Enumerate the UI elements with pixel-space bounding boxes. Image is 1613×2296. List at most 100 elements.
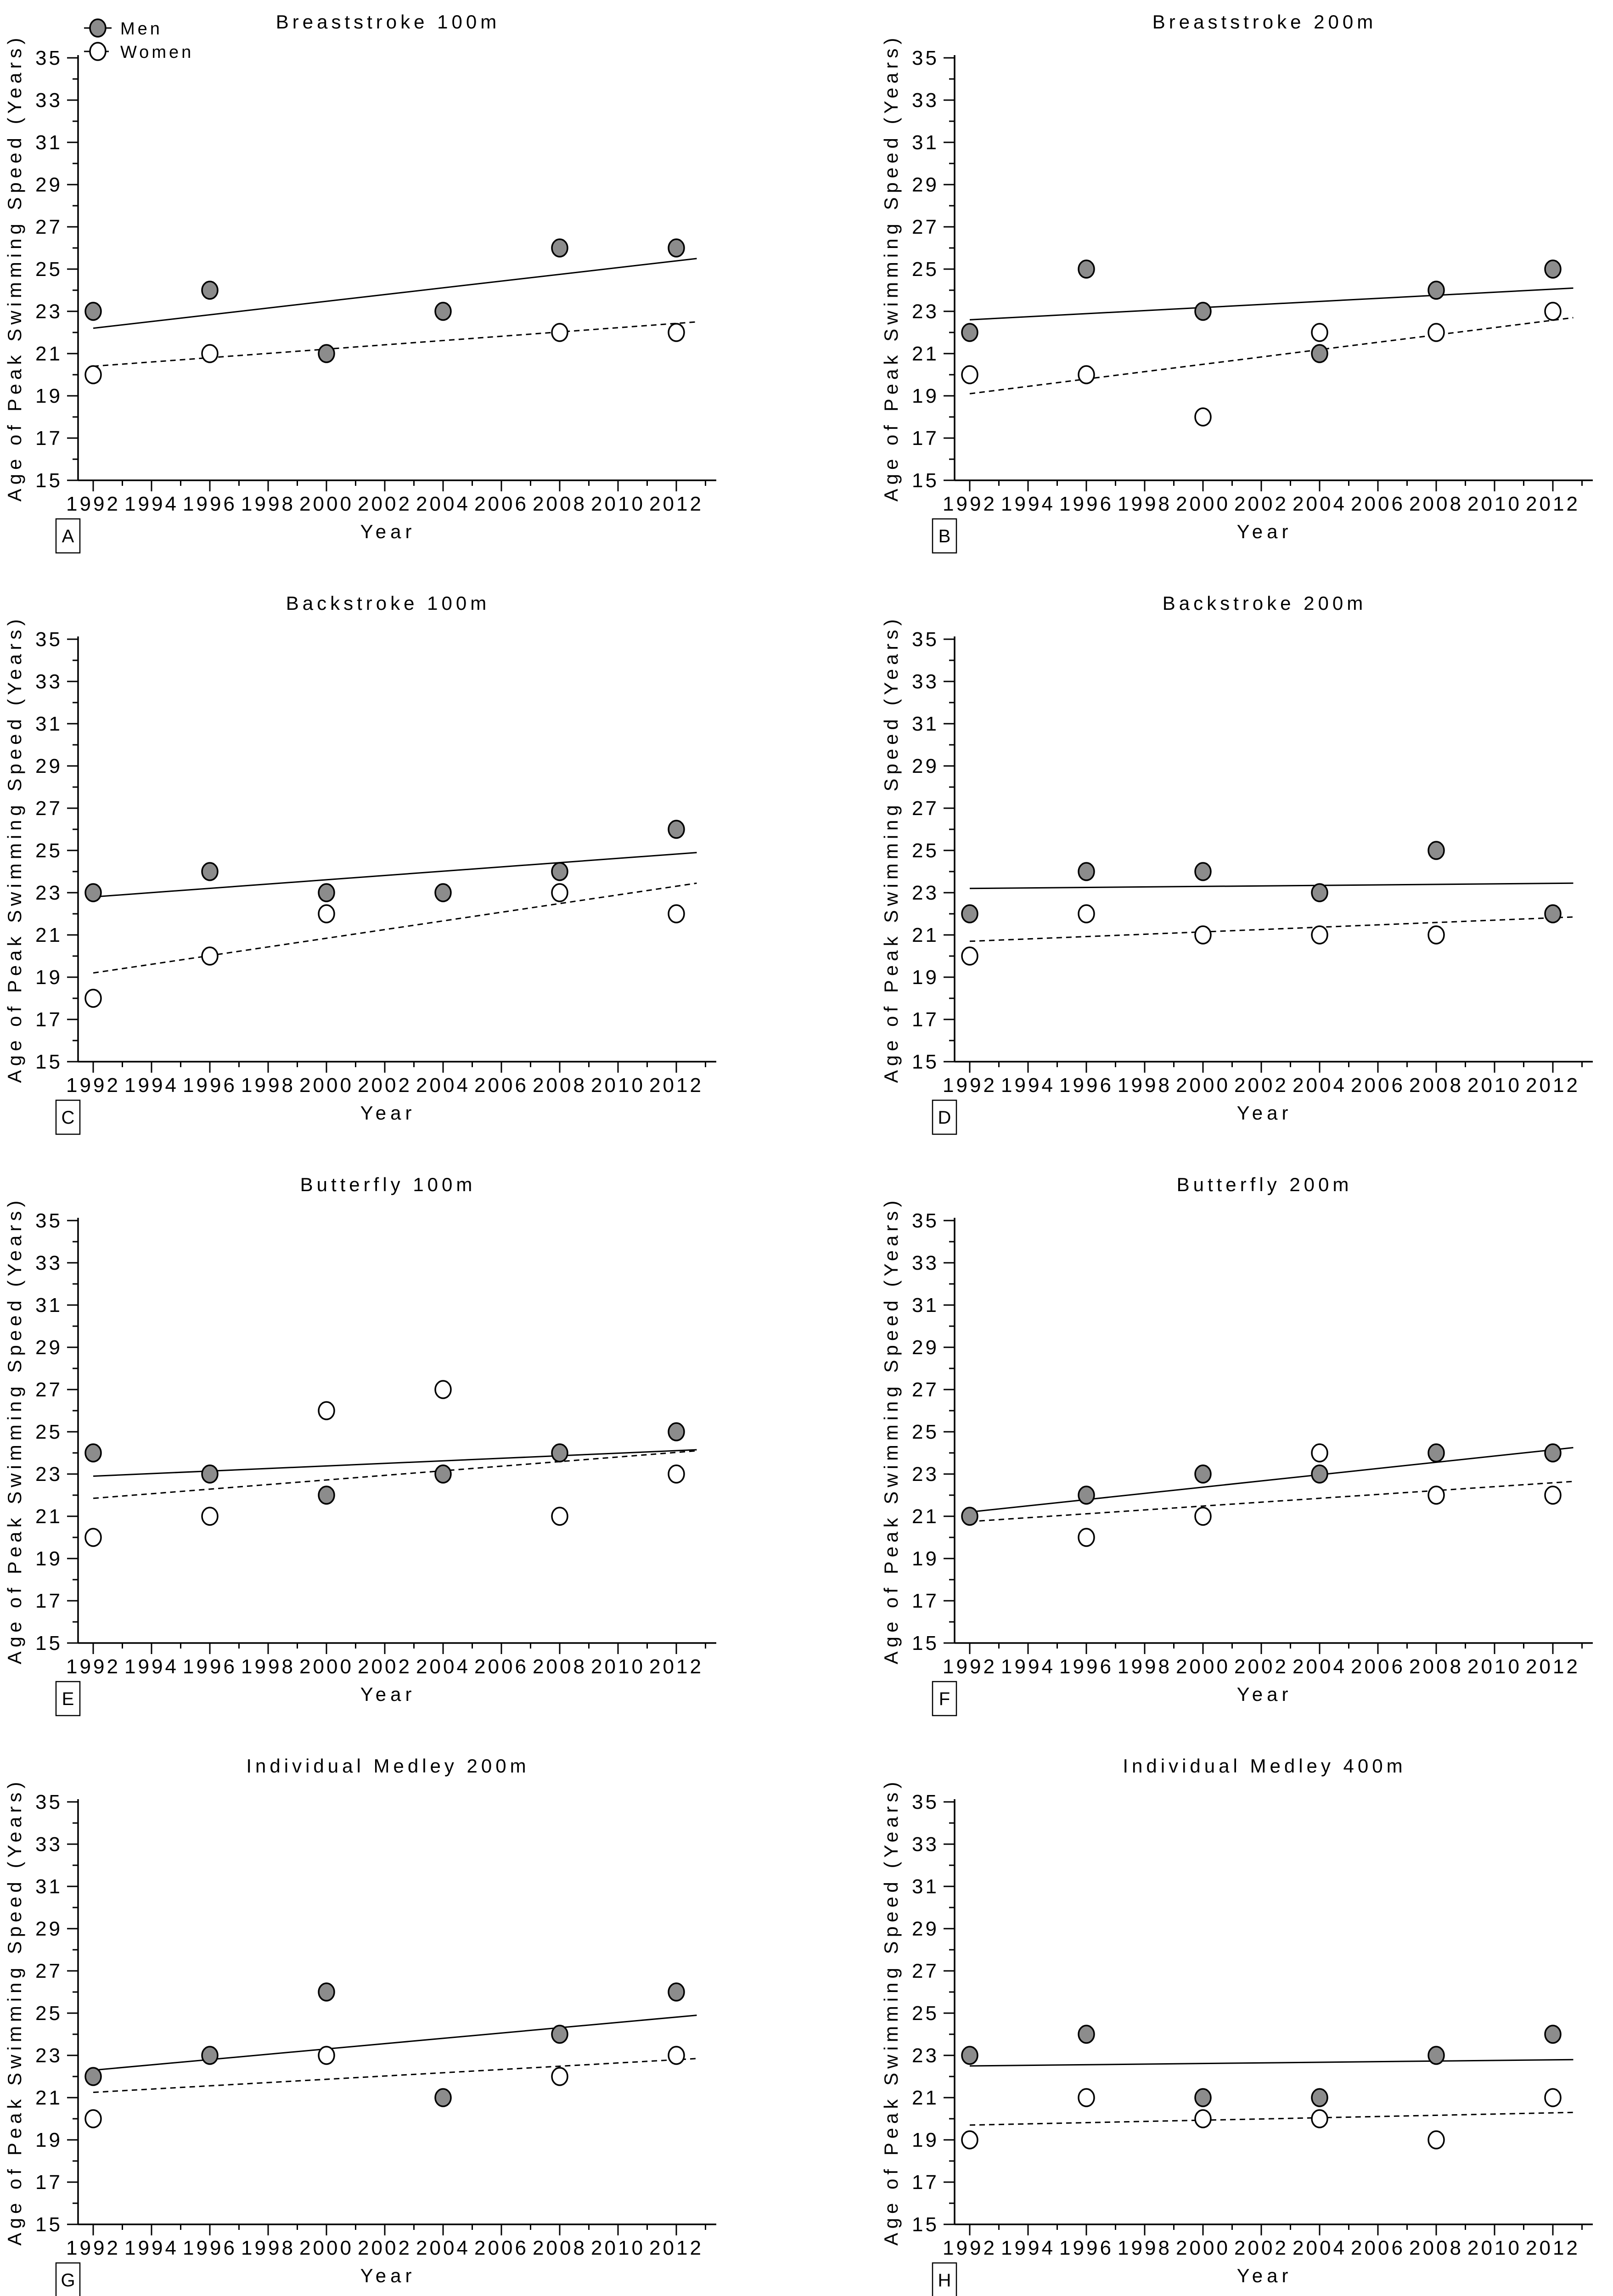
y-tick-label: 33 [912,89,939,112]
y-tick-label: 23 [912,2044,939,2067]
panel-letter: H [932,2262,957,2296]
data-point-men [318,344,335,363]
axes [954,1799,1593,2225]
x-tick-label: 1994 [1001,493,1055,515]
x-tick-label: 2010 [591,1074,645,1097]
x-tick-label: 1998 [241,2237,295,2259]
data-point-men [1078,2025,1095,2044]
data-point-men [961,323,978,342]
y-tick-label: 35 [35,47,62,69]
y-tick-label: 15 [35,2213,62,2236]
panel-letter: G [55,2262,81,2296]
y-tick-label: 17 [35,1008,62,1031]
data-point-women [84,2109,102,2128]
panel-f-butterfly-200m: 15 17 19 21 23 25 27 29 31 33 35 1992 1994 1996 1998 20… [877,1163,1613,1744]
y-tick-label: 25 [35,258,62,281]
data-point-women [961,2130,978,2150]
y-tick-label: 31 [35,713,62,735]
y-tick-label: 17 [35,1590,62,1612]
series-women [84,1380,685,1547]
panel-letter-label: F [939,1689,950,1709]
y-tick-label: 29 [912,1336,939,1359]
y-tick-label: 15 [912,1632,939,1654]
panel-title: Individual Medley 200m [246,1755,529,1777]
legend-men-label: Men [120,19,163,39]
y-tick-label: 31 [912,131,939,154]
y-tick-label: 27 [912,216,939,238]
panel-letter-label: H [938,2270,951,2290]
panel-letter-label: A [62,526,74,546]
data-point-men [1194,302,1212,321]
y-tick-label: 27 [35,1379,62,1401]
x-tick-label: 2004 [1293,1074,1347,1097]
data-point-women [1311,925,1328,945]
data-point-women [668,2046,685,2065]
x-axis-ticks: 1992 1994 1996 1998 2000 2002 2004 2006 2008 2010… [943,1062,1583,1097]
panel-c-backstroke-100m: 15 17 19 21 23 25 27 29 31 33 35 1992 1994 1996 1998 20… [0,581,781,1163]
x-tick-label: 2004 [416,1074,470,1097]
data-point-men [1311,2088,1328,2107]
x-tick-label: 1992 [943,1655,997,1678]
x-tick-label: 2006 [1351,2237,1405,2259]
series-women [84,2046,685,2128]
y-tick-label: 33 [912,1833,939,1856]
data-point-men [84,302,102,321]
x-tick-label: 1994 [124,1074,179,1097]
data-point-women [668,323,685,342]
x-tick-label: 2000 [1176,2237,1230,2259]
panel-b-breaststroke-200m: 15 17 19 21 23 25 27 29 31 33 35 1992 1994 1996 1998 20… [877,0,1613,581]
trend-line-women [93,882,697,974]
x-axis-label: Year [360,1102,416,1124]
y-tick-label: 21 [912,1505,939,1528]
data-point-women [1194,2109,1212,2128]
y-tick-label: 17 [35,2171,62,2194]
y-tick-label: 35 [912,1791,939,1813]
y-axis-ticks: 15 17 19 21 23 25 27 29 31 33 35 [35,47,78,492]
y-tick-label: 35 [35,1210,62,1232]
data-point-women [84,989,102,1008]
axes [77,636,716,1063]
x-tick-label: 2010 [1467,493,1522,515]
data-point-women [1428,925,1445,945]
x-tick-label: 2008 [533,1655,587,1678]
x-tick-label: 2004 [416,493,470,515]
y-tick-label: 17 [912,2171,939,2194]
y-tick-label: 25 [912,2002,939,2025]
x-tick-label: 2000 [1176,1655,1230,1678]
data-point-women [1194,925,1212,945]
x-tick-label: 2002 [358,1655,412,1678]
data-point-men [961,1507,978,1526]
y-axis-ticks: 15 17 19 21 23 25 27 29 31 33 35 [912,1791,955,2236]
x-tick-label: 2012 [1526,2237,1580,2259]
data-point-men [1311,1464,1328,1484]
x-tick-label: 2006 [474,493,528,515]
panel-letter: D [932,1099,957,1135]
y-tick-label: 25 [35,1421,62,1443]
data-point-men [434,2088,452,2107]
panel-letter: B [932,518,957,554]
panel-a-breaststroke-100m: 15 17 19 21 23 25 27 29 31 33 35 1992 1994 1996 1998 20… [0,0,781,581]
y-tick-label: 21 [35,924,62,946]
x-axis-label: Year [360,1683,416,1705]
trend-line-women [969,317,1574,394]
y-tick-label: 19 [912,2129,939,2151]
data-point-men [551,2025,568,2044]
x-axis-ticks: 1992 1994 1996 1998 2000 2002 2004 2006 2008 2010… [943,2224,1583,2259]
y-tick-label: 15 [912,1051,939,1073]
y-tick-label: 23 [912,1463,939,1486]
y-tick-label: 31 [35,1294,62,1317]
data-point-men [668,820,685,839]
x-tick-label: 2012 [649,1074,703,1097]
axes [954,1218,1593,1644]
data-point-men [434,302,452,321]
data-point-women [1544,2088,1562,2107]
x-tick-label: 1998 [1118,1655,1172,1678]
data-point-women [1428,2130,1445,2150]
x-tick-label: 1998 [1118,2237,1172,2259]
data-point-women [961,365,978,384]
